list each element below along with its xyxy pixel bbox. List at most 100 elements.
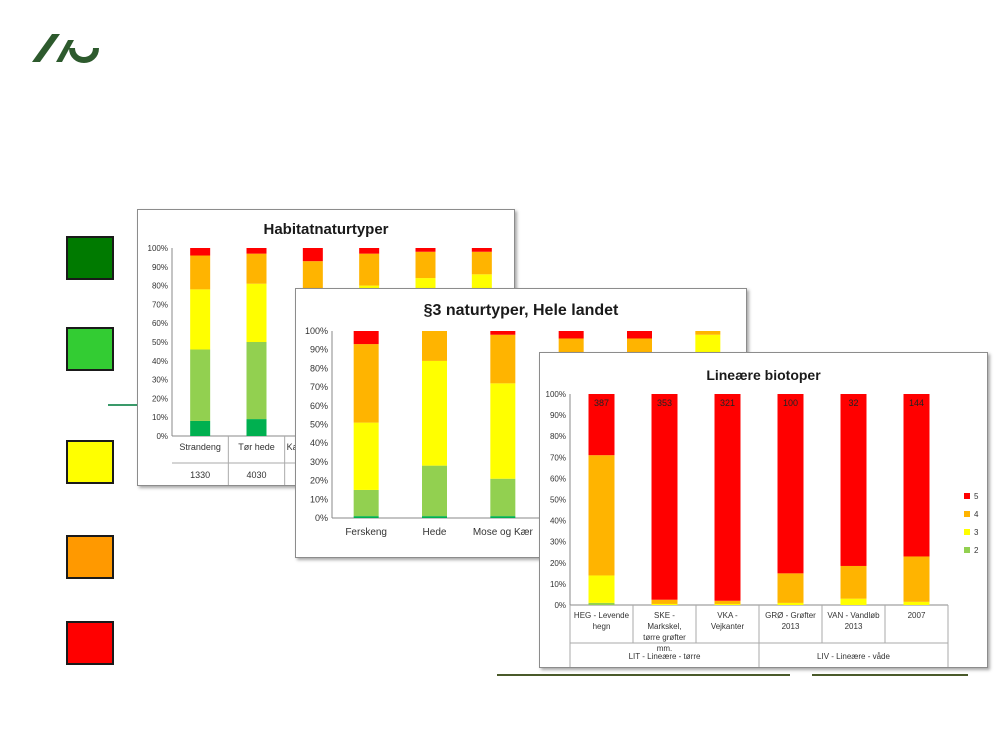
- legend-label: 4: [974, 510, 979, 519]
- y-tick-label: 0%: [156, 432, 168, 441]
- bar-segment-5: [302, 248, 323, 262]
- bar-segment-1: [190, 420, 211, 436]
- y-tick-label: 80%: [152, 282, 168, 291]
- bar-segment-5: [651, 394, 678, 600]
- bar-segment-4: [359, 253, 380, 286]
- y-tick-label: 70%: [310, 382, 328, 392]
- bar-segment-2: [490, 478, 516, 517]
- bar-segment-5: [588, 394, 615, 456]
- bar-segment-3: [246, 283, 267, 342]
- x-category-label: Mose og Kær: [473, 527, 534, 538]
- x-category-label: Hede: [423, 527, 447, 538]
- y-tick-label: 50%: [152, 338, 168, 347]
- y-tick-label: 60%: [152, 319, 168, 328]
- legend-label: 3: [974, 528, 979, 537]
- y-tick-label: 40%: [152, 357, 168, 366]
- y-tick-label: 80%: [310, 363, 328, 373]
- y-tick-label: 90%: [550, 411, 566, 420]
- y-tick-label: 100%: [305, 326, 328, 336]
- bar-segment-1: [490, 516, 516, 518]
- bar-segment-3: [903, 601, 930, 605]
- logo-icon: [32, 34, 99, 63]
- y-tick-label: 100%: [148, 244, 168, 253]
- bar-segment-5: [777, 394, 804, 574]
- bar-segment-2: [353, 489, 379, 517]
- bar-segment-4: [490, 334, 516, 384]
- legend-swatch-3: [964, 529, 970, 535]
- x-category-code: 4030: [246, 470, 266, 480]
- bar-segment-4: [840, 565, 867, 599]
- bar-segment-2: [588, 602, 615, 605]
- y-tick-label: 30%: [550, 538, 566, 547]
- bar-segment-3: [422, 360, 447, 466]
- legend-label: 5: [974, 492, 979, 501]
- bar-segment-5: [903, 394, 930, 557]
- group-label: LIT - Lineære - tørre: [629, 652, 701, 661]
- swatch-red: [66, 621, 114, 665]
- bar-segment-5: [840, 394, 867, 566]
- legend-swatch-2: [964, 547, 970, 553]
- y-tick-label: 90%: [310, 345, 328, 355]
- x-category-code: 1330: [190, 470, 210, 480]
- x-category-label: 2013: [782, 622, 800, 631]
- bar-segment-4: [422, 331, 447, 361]
- bar-data-label: 387: [594, 398, 609, 408]
- y-tick-label: 50%: [310, 420, 328, 430]
- y-tick-label: 50%: [550, 496, 566, 505]
- y-tick-label: 10%: [550, 580, 566, 589]
- bar-segment-1: [422, 516, 447, 518]
- bar-segment-4: [588, 455, 615, 576]
- x-category-label: Ferskeng: [345, 527, 387, 538]
- x-category-label: VAN - Vandløb: [827, 611, 880, 620]
- decorative-line: [108, 404, 138, 406]
- bar-segment-4: [651, 599, 678, 604]
- bar-segment-4: [190, 255, 211, 290]
- legend-swatch-4: [964, 511, 970, 517]
- bar-segment-5: [558, 331, 584, 339]
- bar-segment-1: [353, 516, 379, 518]
- legend-label: 2: [974, 546, 979, 555]
- bar-segment-3: [353, 422, 379, 490]
- y-tick-label: 70%: [152, 300, 168, 309]
- bar-segment-1: [246, 419, 267, 436]
- bar-segment-3: [190, 289, 211, 350]
- bar-segment-5: [353, 331, 379, 345]
- bar-segment-2: [190, 349, 211, 421]
- y-tick-label: 20%: [310, 476, 328, 486]
- bar-segment-3: [588, 575, 615, 603]
- bar-segment-5: [190, 248, 211, 256]
- chart-title: §3 naturtyper, Hele landet: [424, 302, 619, 319]
- x-category-label: VKA -: [717, 611, 738, 620]
- swatch-yellow: [66, 440, 114, 484]
- y-tick-label: 100%: [546, 390, 566, 399]
- bar-segment-4: [903, 556, 930, 602]
- x-category-label: Strandeng: [179, 442, 221, 452]
- x-category-label: tørre grøfter: [643, 633, 686, 642]
- legend-swatch-5: [964, 493, 970, 499]
- y-tick-label: 60%: [310, 401, 328, 411]
- bar-segment-4: [777, 573, 804, 603]
- y-tick-label: 90%: [152, 263, 168, 272]
- x-category-label: HEG - Levende: [574, 611, 630, 620]
- x-category-label: Markskel,: [647, 622, 681, 631]
- bar-segment-5: [471, 248, 492, 252]
- y-tick-label: 80%: [550, 432, 566, 441]
- x-category-label: GRØ - Grøfter: [765, 611, 816, 620]
- y-tick-label: 0%: [315, 513, 328, 523]
- x-category-label: hegn: [593, 622, 611, 631]
- chart-title: Lineære biotoper: [706, 367, 821, 383]
- bar-segment-2: [422, 465, 447, 517]
- y-tick-label: 70%: [550, 453, 566, 462]
- bar-segment-3: [714, 603, 741, 605]
- bar-segment-3: [777, 602, 804, 605]
- bar-segment-3: [651, 603, 678, 605]
- swatch-orange: [66, 535, 114, 579]
- x-category-label: 2013: [845, 622, 863, 631]
- x-category-label: 2007: [908, 611, 926, 620]
- x-category-label: SKE -: [654, 611, 675, 620]
- bar-segment-3: [840, 598, 867, 605]
- decorative-line: [812, 674, 968, 676]
- chart-title: Habitatnaturtyper: [263, 221, 388, 238]
- bar-segment-4: [714, 600, 741, 604]
- y-tick-label: 40%: [310, 438, 328, 448]
